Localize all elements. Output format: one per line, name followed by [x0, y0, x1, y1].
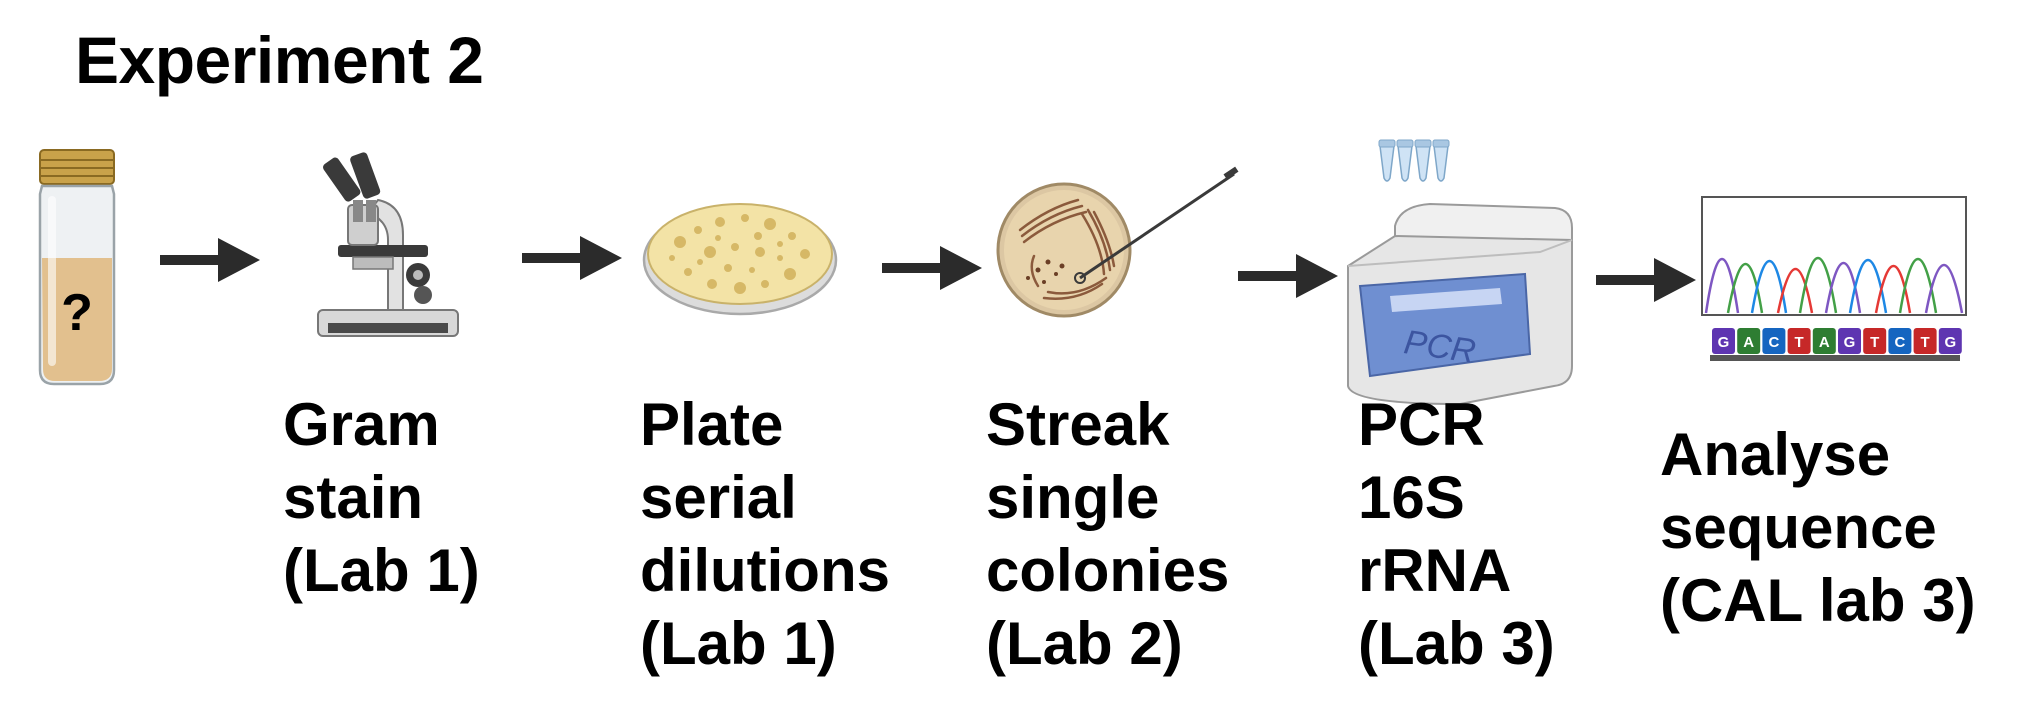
base-tile: C: [1762, 328, 1786, 354]
arrow-5: [1596, 258, 1696, 302]
label-line: (Lab 2): [986, 610, 1183, 677]
base-letter: A: [1819, 334, 1830, 351]
base-letter: G: [1844, 334, 1856, 351]
step-label-analyse-sequence: Analyse sequence (CAL lab 3): [1660, 418, 1976, 637]
base-letter: T: [1795, 334, 1804, 351]
label-line: Streak: [986, 391, 1170, 458]
label-line: Gram: [283, 391, 440, 458]
arrow-3: [882, 246, 982, 290]
label-line: PCR: [1358, 391, 1485, 458]
step-label-plate-dilutions: Plate serial dilutions (Lab 1): [640, 388, 890, 680]
label-line: (Lab 1): [283, 537, 480, 604]
label-line: Analyse: [1660, 421, 1891, 488]
label-line: dilutions: [640, 537, 890, 604]
step-label-gram-stain: Gram stain (Lab 1): [283, 388, 480, 607]
label-line: (CAL lab 3): [1660, 567, 1976, 634]
base-letter: A: [1743, 334, 1754, 351]
streak-plate-icon: [996, 166, 1239, 318]
microscope-icon: [317, 152, 459, 337]
base-tile: G: [1838, 328, 1861, 354]
base-tile: T: [1913, 328, 1937, 354]
arrow-2: [522, 236, 622, 280]
arrow-4: [1238, 254, 1338, 298]
step-label-streak-colonies: Streak single colonies (Lab 2): [986, 388, 1229, 680]
base-letter: T: [1921, 334, 1930, 351]
label-line: sequence: [1660, 494, 1937, 561]
base-tile: C: [1888, 328, 1912, 354]
base-letter: C: [1894, 334, 1905, 351]
label-line: rRNA: [1358, 537, 1512, 604]
label-line: (Lab 3): [1358, 610, 1555, 677]
base-letter: T: [1870, 334, 1879, 351]
petri-dish-icon: [642, 203, 838, 316]
label-line: Plate: [640, 391, 784, 458]
base-tile: G: [1712, 328, 1735, 354]
base-letter: G: [1718, 334, 1730, 351]
pcr-machine-icon: PCR: [1347, 139, 1573, 406]
base-tile: G: [1938, 328, 1962, 354]
pcr-tubes-icon: [1378, 139, 1450, 182]
sample-vial-icon: ?: [38, 149, 116, 386]
label-line: serial: [640, 464, 797, 531]
label-line: colonies: [986, 537, 1230, 604]
base-tile: T: [1863, 328, 1887, 354]
base-letter: C: [1768, 334, 1779, 351]
step-label-pcr-16s: PCR 16S rRNA (Lab 3): [1358, 388, 1555, 680]
base-tile: T: [1787, 328, 1811, 354]
label-line: (Lab 1): [640, 610, 837, 677]
diagram-title: Experiment 2: [75, 23, 484, 97]
vial-question-mark: ?: [61, 284, 93, 342]
label-line: single: [986, 464, 1160, 531]
arrow-1: [160, 238, 260, 282]
base-tile: A: [1812, 328, 1836, 354]
label-line: stain: [283, 464, 424, 531]
label-line: 16S: [1358, 464, 1465, 531]
base-tile: A: [1737, 328, 1761, 354]
base-letter: G: [1944, 334, 1956, 351]
